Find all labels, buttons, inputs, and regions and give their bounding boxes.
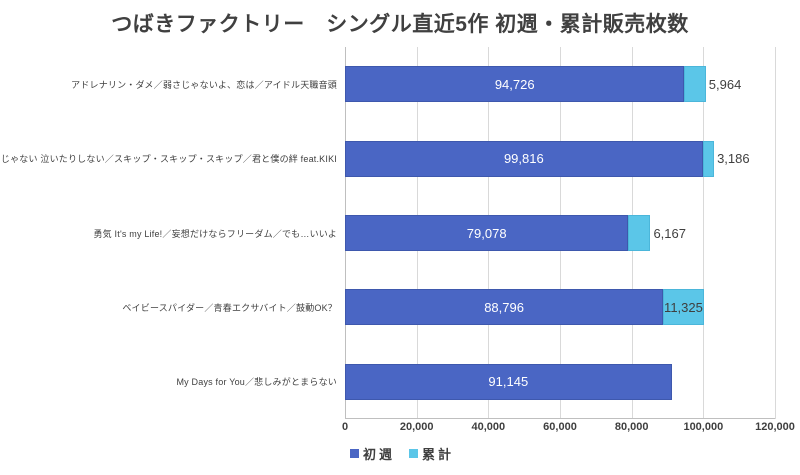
bar-segment-cumulative[interactable]: 3,186	[702, 140, 750, 177]
bar-value-label: 3,186	[717, 151, 750, 167]
bar-segment-first-week[interactable]: 94,726	[345, 66, 685, 103]
bar-rows: 94,726 5,964 99,816 3,186 79,078 6,167 88,796 1…	[345, 47, 775, 419]
legend-label: 初週	[363, 447, 396, 462]
legend-swatch-icon	[409, 449, 419, 458]
bar-row[interactable]: 91,145	[345, 363, 672, 400]
gridline-100000	[703, 47, 705, 419]
gridline-120000	[775, 47, 776, 419]
bar-value-label: 6,167	[653, 225, 686, 241]
bar-value-label: 94,726	[494, 76, 535, 92]
x-tick-label: 80,000	[614, 421, 649, 433]
legend-item[interactable]: 初週	[350, 444, 395, 463]
x-axis-line	[345, 418, 775, 419]
bar-segment-first-week[interactable]: 79,078	[345, 215, 629, 251]
bar-segment-first-week[interactable]: 99,816	[345, 140, 703, 177]
bar-value-label: 91,145	[488, 374, 529, 390]
x-tick-label: 100,000	[683, 421, 724, 433]
category-label: アドレナリン・ダメ／弱さじゃないよ、恋は／アイドル天職音頭	[71, 79, 337, 90]
category-label: 間違いじゃない 泣いたりしない／スキップ・スキップ・スキップ／君と僕の絆 fea…	[0, 154, 337, 165]
bar-segment-cumulative[interactable]: 5,964	[684, 66, 741, 103]
bar-row[interactable]: 94,726 5,964	[345, 66, 741, 103]
category-label: ベイビースパイダー／青春エクサバイト／鼓動OK？	[122, 302, 337, 313]
bar-value-label: 88,796	[484, 299, 524, 315]
x-tick-label: 40,000	[471, 421, 506, 433]
x-tick-label: 0	[341, 421, 349, 433]
x-tick-label: 120,000	[755, 421, 795, 433]
bar-segment-first-week[interactable]: 91,145	[345, 363, 672, 400]
legend-label: 累計	[422, 447, 455, 462]
category-axis-labels: アドレナリン・ダメ／弱さじゃないよ、恋は／アイドル天職音頭間違いじゃない 泣いた…	[0, 47, 341, 419]
bar-value-label: 99,816	[503, 151, 544, 167]
bar-value-label: 11,325	[664, 299, 703, 315]
x-tick-label: 20,000	[399, 421, 434, 433]
chart-title: つばきファクトリー シングル直近5作 初週・累計販売枚数	[111, 13, 689, 36]
bar-value-label: 79,078	[466, 225, 507, 241]
bar-row[interactable]: 88,796 11,325	[345, 289, 704, 326]
x-axis-tick-labels: 0 20,000 40,000 60,000 80,000 100,000 120,000	[341, 421, 795, 439]
chart-legend: 初週 累計	[345, 444, 780, 463]
x-tick-label: 60,000	[543, 421, 577, 433]
plot-area: 94,726 5,964 99,816 3,186 79,078 6,167 88,796 1…	[345, 47, 776, 419]
bar-row[interactable]: 79,078 6,167	[345, 215, 686, 251]
category-label: My Days for You／悲しみがとまらない	[176, 377, 337, 388]
bar-row[interactable]: 99,816 3,186	[345, 140, 750, 177]
bar-segment-first-week[interactable]: 88,796	[345, 289, 664, 326]
legend-item[interactable]: 累計	[409, 444, 454, 463]
legend-swatch-icon	[350, 449, 359, 458]
bar-segment-cumulative[interactable]: 6,167	[628, 215, 686, 251]
bar-value-label: 5,964	[708, 76, 742, 92]
category-label: 勇気 It's my Life!／妄想だけならフリーダム／でも…いいよ	[93, 228, 337, 239]
bar-segment-cumulative[interactable]: 11,325	[663, 289, 704, 326]
